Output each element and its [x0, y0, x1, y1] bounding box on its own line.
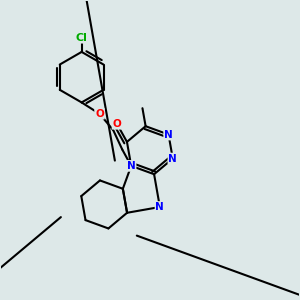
Text: N: N [127, 161, 136, 171]
Text: N: N [155, 202, 164, 212]
Text: Cl: Cl [76, 33, 88, 43]
Text: O: O [95, 109, 104, 119]
Text: N: N [164, 130, 173, 140]
Text: O: O [112, 119, 121, 129]
Text: N: N [168, 154, 177, 164]
